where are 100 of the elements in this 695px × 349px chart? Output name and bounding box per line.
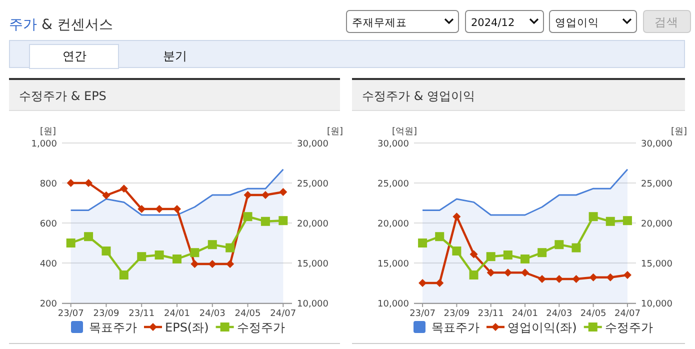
x-tick-label: 24/01 xyxy=(512,309,538,319)
x-tick-label: 23/11 xyxy=(478,309,504,319)
y-tick-label: 15,000 xyxy=(378,260,410,270)
text: 연간 xyxy=(62,49,86,63)
y2-axis-title: [원] xyxy=(327,127,344,137)
point xyxy=(154,250,164,260)
y2-tick-label: 20,000 xyxy=(641,220,673,230)
y-tick-label: 25,000 xyxy=(378,180,410,190)
point xyxy=(486,252,496,262)
point xyxy=(452,246,462,256)
y-tick-label: 1,000 xyxy=(31,140,58,150)
legend-label: 목표주가 xyxy=(432,320,480,334)
point xyxy=(452,212,461,221)
y2-tick-label: 30,000 xyxy=(297,140,329,150)
point xyxy=(572,275,580,283)
point xyxy=(554,240,564,250)
y2-tick-label: 25,000 xyxy=(641,180,673,190)
point xyxy=(190,260,199,268)
text: 분기 xyxy=(163,49,187,63)
point xyxy=(504,268,512,277)
legend-label: 목표주가 xyxy=(89,320,137,334)
y2-tick-label: 30,000 xyxy=(641,140,673,150)
x-tick-label: 24/07 xyxy=(614,309,640,319)
y2-axis-title: [원] xyxy=(671,127,688,137)
y2-tick-label: 10,000 xyxy=(297,300,329,310)
y2-tick-label: 20,000 xyxy=(297,220,329,230)
point xyxy=(606,216,615,226)
y2-tick-label: 15,000 xyxy=(297,260,329,270)
point xyxy=(435,232,444,242)
point xyxy=(521,268,529,277)
x-tick-label: 23/07 xyxy=(410,309,436,319)
chart-title: 수정주가 & EPS xyxy=(19,89,106,103)
legend-label: 수정주가 xyxy=(604,320,653,334)
y-axis-title: [억원] xyxy=(392,127,418,137)
point xyxy=(538,248,547,258)
point xyxy=(102,246,111,256)
y2-tick-label: 15,000 xyxy=(641,260,673,270)
text: 주가 & 컨센서스 xyxy=(9,17,113,33)
y-tick-label: 600 xyxy=(40,220,58,230)
y-axis-title: [원] xyxy=(40,127,56,137)
point xyxy=(66,238,76,248)
y-tick-label: 400 xyxy=(40,260,58,270)
y2-tick-label: 10,000 xyxy=(641,300,673,310)
text: 2024/12 xyxy=(471,17,515,29)
chart-title: 수정주가 & 영업이익 xyxy=(362,89,475,103)
point xyxy=(606,273,614,282)
y-tick-label: 30,000 xyxy=(378,140,410,150)
point xyxy=(208,240,217,250)
point xyxy=(137,252,146,262)
point xyxy=(572,243,581,252)
legend-label: 수정주가 xyxy=(236,320,285,334)
legend-label: EPS(좌) xyxy=(165,320,209,334)
point xyxy=(243,212,252,222)
x-tick-label: 24/01 xyxy=(164,309,190,319)
x-tick-label: 24/03 xyxy=(199,309,226,319)
text: 주재무제표 xyxy=(352,17,407,29)
x-tick-label: 24/07 xyxy=(270,309,296,319)
point xyxy=(102,191,110,200)
text: 검색 xyxy=(654,15,678,29)
point xyxy=(173,205,181,213)
x-tick-label: 24/03 xyxy=(546,309,572,319)
point xyxy=(226,260,234,268)
point xyxy=(260,216,270,226)
point xyxy=(278,216,288,226)
point xyxy=(119,270,128,280)
point xyxy=(84,179,93,187)
point xyxy=(172,254,182,264)
point xyxy=(190,248,200,258)
y-tick-label: 200 xyxy=(40,300,58,310)
point xyxy=(244,191,252,199)
point xyxy=(622,216,632,226)
x-tick-label: 23/11 xyxy=(128,309,155,319)
point xyxy=(589,273,598,282)
point xyxy=(503,250,512,260)
y-tick-label: 800 xyxy=(40,180,58,190)
point xyxy=(418,238,428,248)
y-tick-label: 20,000 xyxy=(378,220,410,230)
y2-tick-label: 25,000 xyxy=(297,180,329,190)
x-tick-label: 23/07 xyxy=(58,309,84,319)
x-tick-label: 23/09 xyxy=(93,309,120,319)
point xyxy=(469,270,478,280)
point xyxy=(588,212,598,222)
point xyxy=(120,184,128,193)
point xyxy=(436,279,444,287)
point xyxy=(486,268,495,277)
point xyxy=(555,275,564,283)
point xyxy=(66,179,75,187)
x-tick-label: 23/09 xyxy=(444,309,470,319)
point xyxy=(279,188,288,196)
point xyxy=(520,254,530,264)
point xyxy=(208,260,216,268)
point xyxy=(623,271,632,279)
point xyxy=(226,243,235,252)
point xyxy=(155,205,164,213)
point xyxy=(470,250,478,258)
point xyxy=(84,232,94,242)
point xyxy=(138,205,146,213)
legend-label: 영업이익(좌) xyxy=(508,320,577,334)
x-tick-label: 24/05 xyxy=(580,309,606,319)
text: 영업이익 xyxy=(555,17,599,29)
